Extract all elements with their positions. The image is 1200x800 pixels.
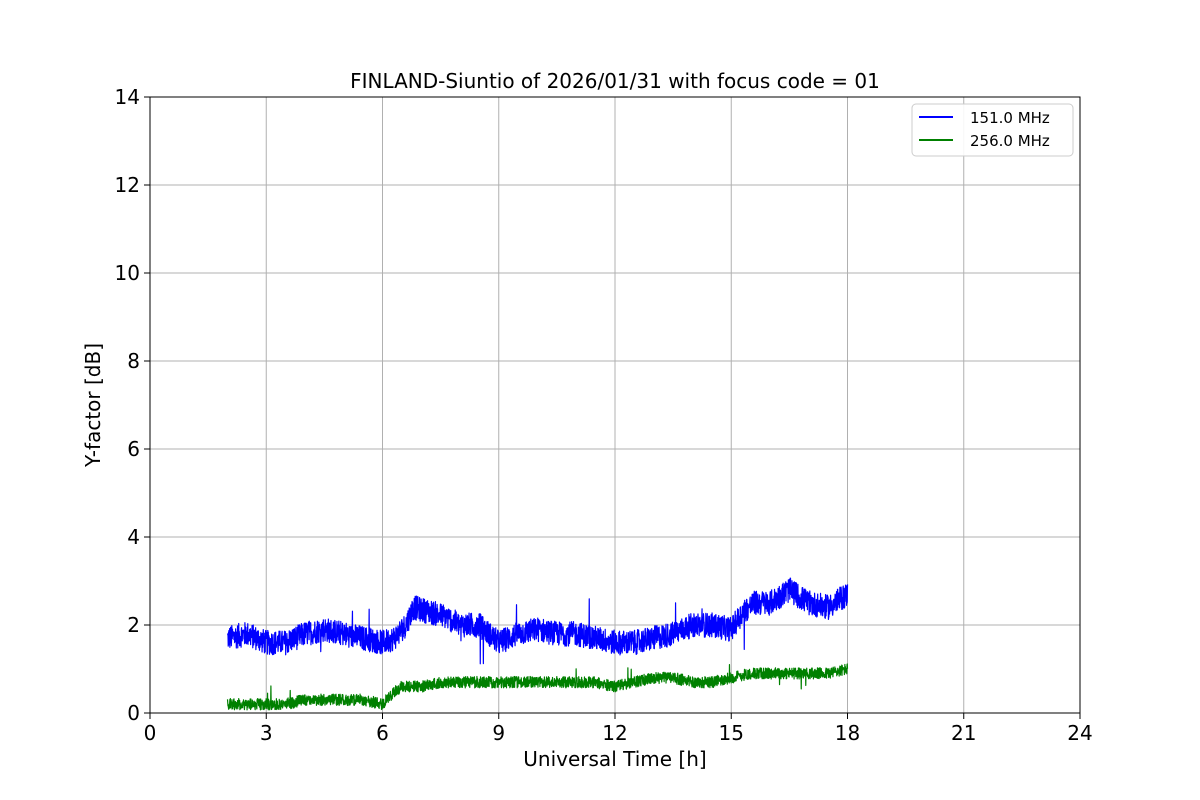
x-tick-label: 21 <box>951 721 976 745</box>
y-tick-label: 14 <box>115 85 140 109</box>
x-axis-ticks: 0 3 6 9 12 15 18 21 24 <box>144 713 1093 745</box>
y-tick-label: 2 <box>127 613 140 637</box>
x-tick-label: 9 <box>492 721 505 745</box>
series-line-1 <box>226 663 849 711</box>
x-tick-label: 3 <box>260 721 273 745</box>
y-tick-label: 10 <box>115 261 140 285</box>
y-tick-label: 4 <box>127 525 140 549</box>
chart-title: FINLAND-Siuntio of 2026/01/31 with focus… <box>350 69 880 93</box>
series-line-0 <box>226 577 849 665</box>
y-tick-label: 0 <box>127 701 140 725</box>
x-axis-label: Universal Time [h] <box>523 747 706 771</box>
y-tick-label: 12 <box>115 173 140 197</box>
legend-label-256-mhz: 256.0 MHz <box>970 132 1050 150</box>
x-tick-label: 18 <box>835 721 860 745</box>
x-tick-label: 0 <box>144 721 157 745</box>
x-tick-label: 12 <box>602 721 627 745</box>
legend: 151.0 MHz 256.0 MHz <box>911 103 1074 157</box>
x-tick-label: 24 <box>1067 721 1092 745</box>
x-tick-label: 15 <box>719 721 744 745</box>
series-layer <box>226 577 849 711</box>
y-tick-label: 8 <box>127 349 140 373</box>
y-axis-label: Y-factor [dB] <box>81 343 105 468</box>
legend-label-151-mhz: 151.0 MHz <box>970 109 1050 127</box>
y-tick-label: 6 <box>127 437 140 461</box>
y-axis-ticks: 0 2 4 6 8 10 12 14 <box>115 85 150 725</box>
x-tick-label: 6 <box>376 721 389 745</box>
